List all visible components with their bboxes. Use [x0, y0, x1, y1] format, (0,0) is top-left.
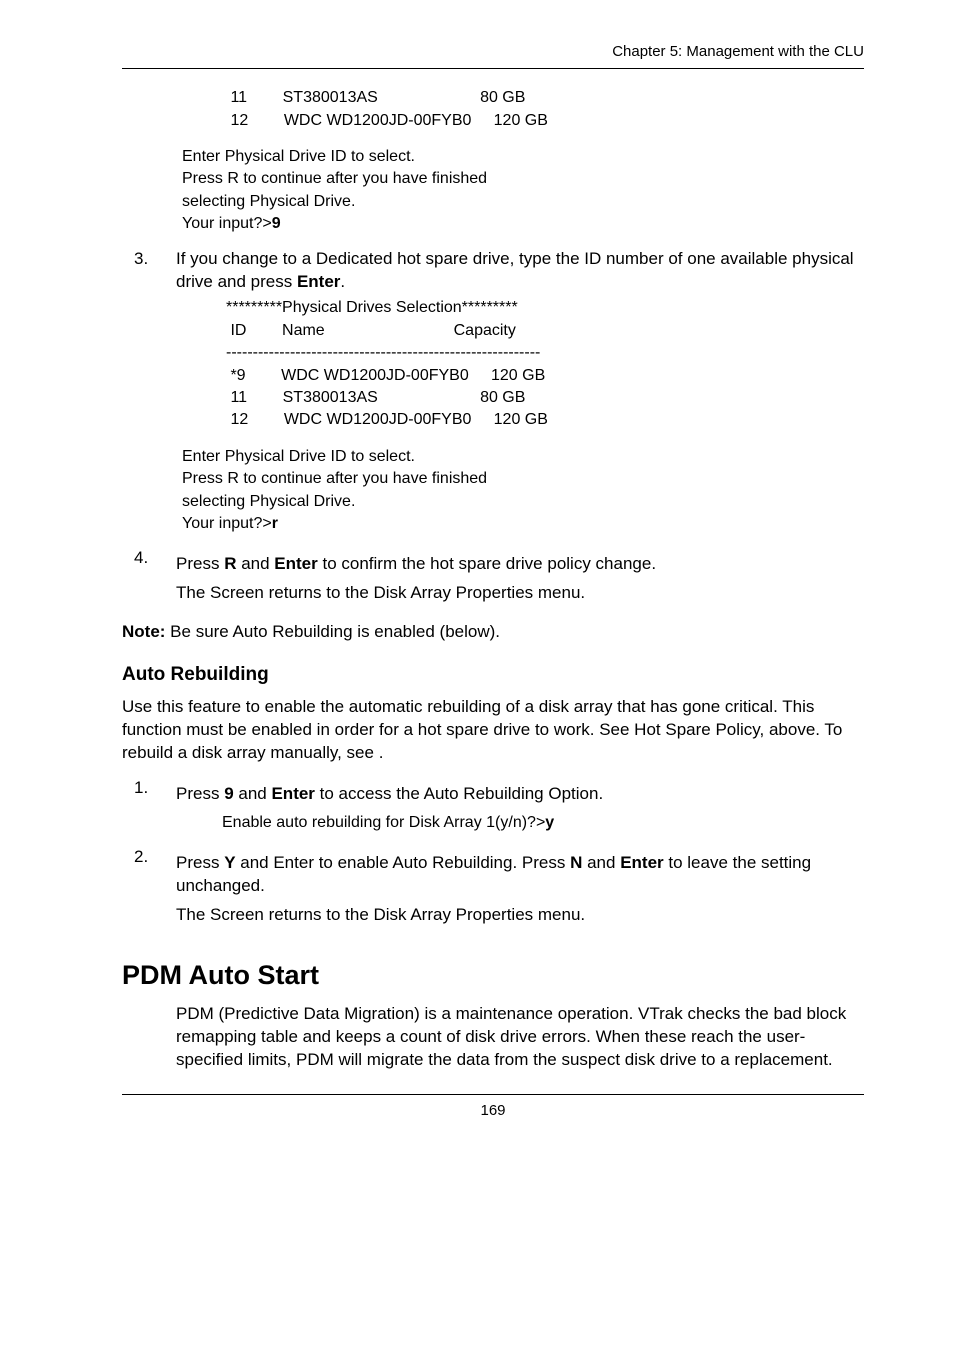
t2-sep: ----------------------------------------…	[226, 344, 540, 361]
step-3-num: 3.	[122, 248, 176, 294]
s3-a: If you change to a Dedicated hot spare d…	[176, 249, 854, 291]
ar2a: Press	[176, 853, 224, 872]
t1-r2-name: WDC WD1200JD-00FYB0	[284, 112, 472, 129]
step-3-body: If you change to a Dedicated hot spare d…	[176, 248, 864, 294]
ar1-line-b: y	[545, 814, 554, 831]
s3-c: .	[340, 272, 345, 291]
t2-hcap: Capacity	[454, 322, 516, 339]
ar2f: Enter	[620, 853, 663, 872]
ar2e: and	[582, 853, 620, 872]
t2-r2-name: ST380013AS	[283, 389, 378, 406]
ar-step-1: 1. Press 9 and Enter to access the Auto …	[122, 777, 864, 834]
b1-p4b: 9	[272, 215, 281, 232]
note-text: Be sure Auto Rebuilding is enabled (belo…	[165, 622, 500, 641]
auto-rebuilding-para: Use this feature to enable the automatic…	[122, 696, 864, 765]
b2-p4b: r	[272, 515, 278, 532]
t2-r3-name: WDC WD1200JD-00FYB0	[284, 411, 472, 428]
ar-step-2-num: 2.	[122, 846, 176, 933]
ar1-line-a: Enable auto rebuilding for Disk Array 1(…	[222, 814, 545, 831]
pdm-heading: PDM Auto Start	[122, 957, 864, 993]
top-rule	[122, 68, 864, 69]
prompt-block-2: Enter Physical Drive ID to select. Press…	[182, 446, 864, 536]
s3-b: Enter	[297, 272, 340, 291]
t2-r2-cap: 80 GB	[480, 389, 525, 406]
b2-p3: selecting Physical Drive.	[182, 493, 355, 510]
step-4-num: 4.	[122, 547, 176, 611]
t2-r1-cap: 120 GB	[491, 367, 545, 384]
t2-r3-id: 12	[226, 411, 248, 428]
page-container: Chapter 5: Management with the CLU 11 ST…	[0, 0, 954, 1151]
ar1c: and	[234, 784, 272, 803]
step-4: 4. Press R and Enter to confirm the hot …	[122, 547, 864, 611]
t2-r3-cap: 120 GB	[494, 411, 548, 428]
chapter-header: Chapter 5: Management with the CLU	[122, 42, 864, 62]
ar1a: Press	[176, 784, 224, 803]
ar1b: 9	[224, 784, 233, 803]
t2-hid: ID	[226, 322, 246, 339]
note-line: Note: Be sure Auto Rebuilding is enabled…	[122, 621, 864, 644]
ar-step-1-num: 1.	[122, 777, 176, 834]
ar1-code: Enable auto rebuilding for Disk Array 1(…	[222, 812, 864, 834]
page-number: 169	[122, 1101, 864, 1121]
b1-p3: selecting Physical Drive.	[182, 193, 355, 210]
pdm-para: PDM (Predictive Data Migration) is a mai…	[176, 1003, 864, 1072]
ar2c: and Enter to enable Auto Rebuilding. Pre…	[236, 853, 571, 872]
ar2d: N	[570, 853, 582, 872]
t2-r1-id: *9	[226, 367, 246, 384]
s4c: and	[236, 554, 274, 573]
t1-r1-id: 11	[226, 89, 247, 106]
s4f: The Screen returns to the Disk Array Pro…	[176, 582, 864, 605]
step-3: 3. If you change to a Dedicated hot spar…	[122, 248, 864, 294]
s4b: R	[224, 554, 236, 573]
ar1e: to access the Auto Rebuilding Option.	[315, 784, 603, 803]
t1-r2-cap: 120 GB	[494, 112, 548, 129]
ar-step-2-body: Press Y and Enter to enable Auto Rebuild…	[176, 846, 864, 933]
s4e: to confirm the hot spare drive policy ch…	[318, 554, 656, 573]
drive-table-2: *********Physical Drives Selection******…	[226, 297, 864, 431]
ar2b: Y	[224, 853, 235, 872]
ar1d: Enter	[271, 784, 314, 803]
b1-p1: Enter Physical Drive ID to select.	[182, 148, 415, 165]
b1-p2: Press R to continue after you have finis…	[182, 170, 487, 187]
b1-p4a: Your input?>	[182, 215, 272, 232]
auto-rebuilding-heading: Auto Rebuilding	[122, 662, 864, 688]
s4d: Enter	[274, 554, 317, 573]
ar-step-2: 2. Press Y and Enter to enable Auto Rebu…	[122, 846, 864, 933]
t1-r1-cap: 80 GB	[480, 89, 525, 106]
t1-r2-id: 12	[226, 112, 248, 129]
bottom-rule	[122, 1094, 864, 1095]
t2-r2-id: 11	[226, 389, 247, 406]
drive-table-1: 11 ST380013AS 80 GB 12 WDC WD1200JD-00FY…	[226, 87, 864, 132]
step-4-body: Press R and Enter to confirm the hot spa…	[176, 547, 864, 611]
t2-r1-name: WDC WD1200JD-00FYB0	[281, 367, 469, 384]
prompt-block-1: Enter Physical Drive ID to select. Press…	[182, 146, 864, 236]
t2-title: *********Physical Drives Selection******…	[226, 299, 518, 316]
b2-p4a: Your input?>	[182, 515, 272, 532]
t1-r1-name: ST380013AS	[283, 89, 378, 106]
note-label: Note:	[122, 622, 165, 641]
b2-p1: Enter Physical Drive ID to select.	[182, 448, 415, 465]
ar-step-1-body: Press 9 and Enter to access the Auto Reb…	[176, 777, 864, 834]
ar2h: The Screen returns to the Disk Array Pro…	[176, 904, 864, 927]
b2-p2: Press R to continue after you have finis…	[182, 470, 487, 487]
t2-hname: Name	[282, 322, 325, 339]
s4a: Press	[176, 554, 224, 573]
